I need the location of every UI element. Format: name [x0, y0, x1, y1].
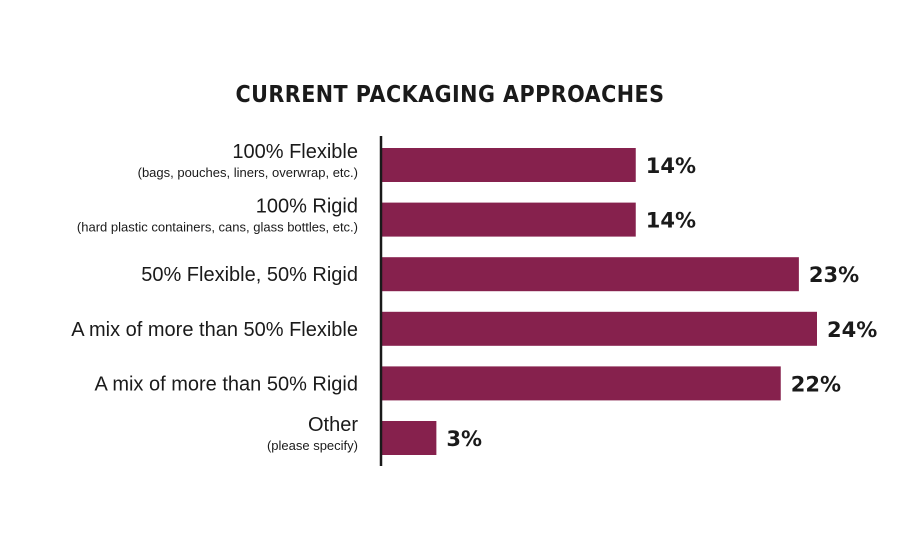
bar-4	[382, 311, 817, 346]
category-sublabel-1: (bags, pouches, liners, overwrap, etc.)	[138, 165, 358, 180]
bar-5	[382, 366, 781, 401]
category-label-6: Other	[308, 414, 358, 436]
category-sublabel-6: (please specify)	[267, 438, 358, 453]
chart-title: CURRENT PACKAGING APPROACHES	[235, 82, 665, 108]
category-label-5: A mix of more than 50% Rigid	[95, 373, 358, 395]
category-label-4: A mix of more than 50% Flexible	[71, 319, 358, 341]
value-label-1: 14%	[646, 154, 696, 178]
value-label-2: 14%	[646, 209, 696, 233]
bar-2	[382, 202, 636, 237]
category-sublabel-2: (hard plastic containers, cans, glass bo…	[77, 220, 358, 235]
bar-3	[382, 257, 799, 292]
value-label-4: 24%	[827, 318, 877, 342]
value-label-3: 23%	[809, 263, 859, 287]
category-label-2: 100% Rigid	[256, 196, 358, 218]
bar-6	[382, 421, 437, 455]
bar-1	[382, 148, 636, 182]
value-label-5: 22%	[791, 372, 841, 396]
category-label-3: 50% Flexible, 50% Rigid	[141, 264, 358, 286]
value-label-6: 3%	[446, 427, 482, 451]
category-label-1: 100% Flexible	[232, 141, 358, 163]
